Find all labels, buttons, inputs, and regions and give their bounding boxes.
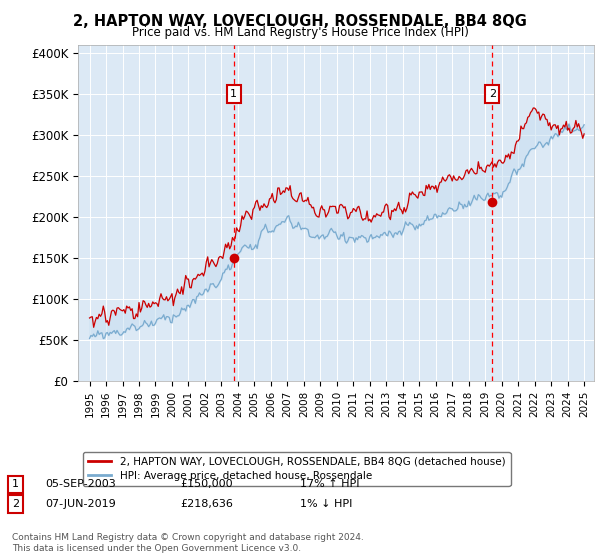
Text: Price paid vs. HM Land Registry's House Price Index (HPI): Price paid vs. HM Land Registry's House …: [131, 26, 469, 39]
Text: 05-SEP-2003: 05-SEP-2003: [45, 479, 116, 489]
Text: 1% ↓ HPI: 1% ↓ HPI: [300, 499, 352, 509]
Text: 07-JUN-2019: 07-JUN-2019: [45, 499, 116, 509]
Text: 17% ↑ HPI: 17% ↑ HPI: [300, 479, 359, 489]
Text: Contains HM Land Registry data © Crown copyright and database right 2024.
This d: Contains HM Land Registry data © Crown c…: [12, 533, 364, 553]
Text: 2, HAPTON WAY, LOVECLOUGH, ROSSENDALE, BB4 8QG: 2, HAPTON WAY, LOVECLOUGH, ROSSENDALE, B…: [73, 14, 527, 29]
Text: £218,636: £218,636: [180, 499, 233, 509]
Text: 1: 1: [230, 89, 237, 99]
Text: 1: 1: [12, 479, 19, 489]
Text: 2: 2: [489, 89, 496, 99]
Text: £150,000: £150,000: [180, 479, 233, 489]
Text: 2: 2: [12, 499, 19, 509]
Legend: 2, HAPTON WAY, LOVECLOUGH, ROSSENDALE, BB4 8QG (detached house), HPI: Average pr: 2, HAPTON WAY, LOVECLOUGH, ROSSENDALE, B…: [83, 451, 511, 486]
